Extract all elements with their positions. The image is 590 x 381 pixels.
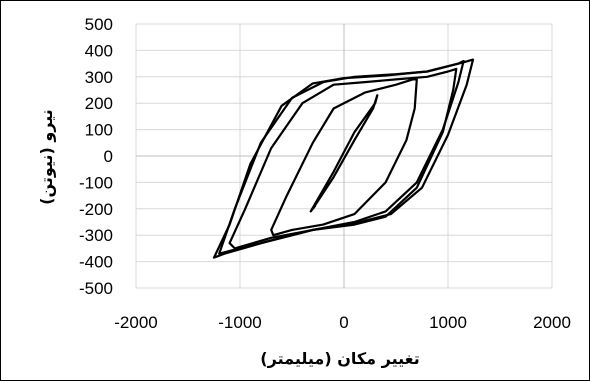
y-tick-label: -300 (79, 226, 113, 245)
y-tick-label: -100 (79, 173, 113, 192)
x-tick-labels: -2000 -1000 0 1000 2000 (114, 313, 571, 332)
axes (136, 24, 552, 288)
series-group (212, 58, 475, 259)
y-tick-label: 200 (85, 94, 113, 113)
y-tick-label: 0 (104, 147, 113, 166)
y-tick-labels: 500 400 300 200 100 0 -100 -200 -300 -400 -500 (79, 15, 113, 298)
x-tick-label: -1000 (218, 313, 261, 332)
x-tick-label: 1000 (429, 313, 467, 332)
series-line (309, 94, 379, 213)
y-tick-label: -500 (79, 279, 113, 298)
y-tick-label: -400 (79, 253, 113, 272)
x-tick-label: -2000 (114, 313, 157, 332)
y-axis-title: نیرو (نیوتن) (37, 109, 56, 205)
series-line (270, 78, 418, 237)
x-tick-label: 2000 (533, 313, 571, 332)
x-tick-label: 0 (339, 313, 348, 332)
y-tick-label: 300 (85, 68, 113, 87)
y-tick-label: 100 (85, 121, 113, 140)
y-tick-label: -200 (79, 200, 113, 219)
y-tick-label: 400 (85, 41, 113, 60)
y-tick-label: 500 (85, 15, 113, 34)
x-axis-title: تغییر مکان (میلیمتر) (260, 349, 419, 368)
series-line (212, 58, 475, 259)
